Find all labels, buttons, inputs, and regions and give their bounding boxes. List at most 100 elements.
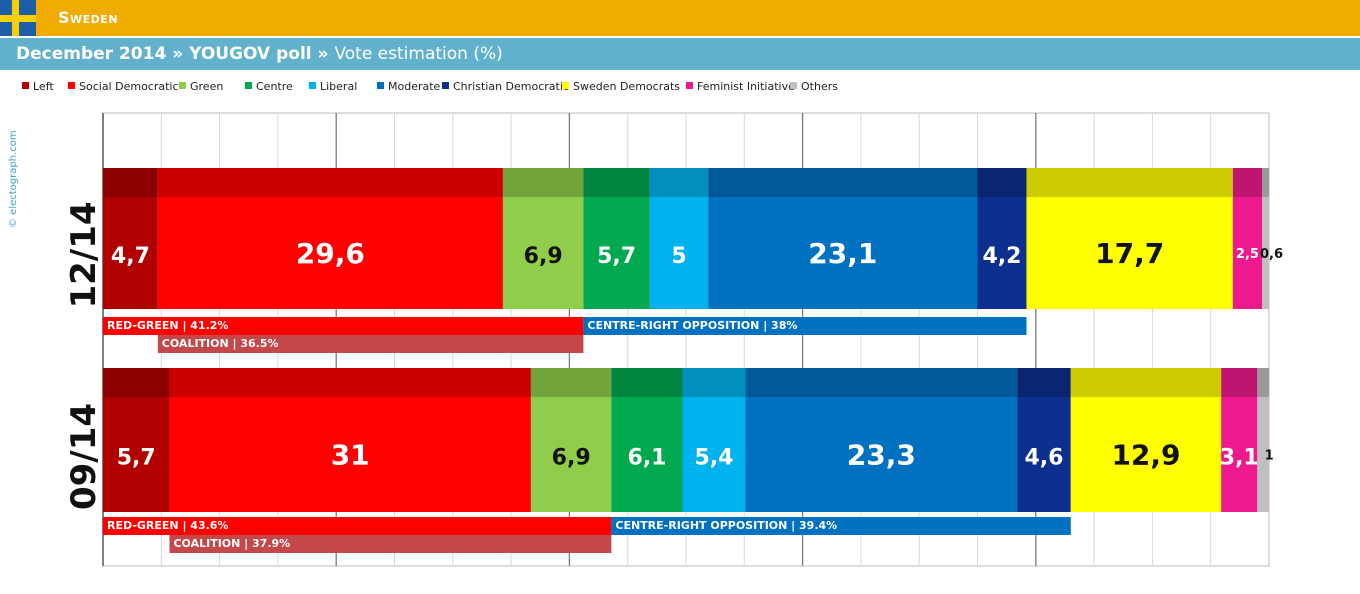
data-label: 5,7	[117, 446, 156, 471]
bar-header-segment	[649, 168, 709, 197]
data-label: 12,9	[1111, 439, 1180, 472]
bloc-bar-opposition	[611, 517, 1071, 535]
subtitle-band: December 2014 » YOUGOV poll » Vote estim…	[0, 38, 1360, 70]
sweden-flag-icon	[0, 0, 36, 36]
bar-header-segment	[103, 368, 170, 397]
header-band: Sweden	[0, 0, 1360, 36]
bar-segment	[103, 197, 158, 309]
bar-header-segment	[1070, 368, 1222, 397]
bar-header-segment	[530, 368, 612, 397]
legend-swatch	[562, 82, 569, 89]
legend-item: Feminist Initiative	[686, 80, 795, 94]
data-label: 4,2	[982, 244, 1021, 269]
bar-segment	[1070, 397, 1222, 512]
data-label: 4,7	[111, 244, 150, 269]
bloc-label-opposition: CENTRE-RIGHT OPPOSITION | 39.4%	[615, 519, 837, 532]
data-label: 3,1	[1220, 446, 1259, 471]
subtitle: December 2014 » YOUGOV poll » Vote estim…	[16, 44, 503, 64]
bloc-bar-red-green	[103, 317, 584, 335]
bar-segment	[1262, 197, 1269, 309]
legend-item: Christian Democratic	[442, 80, 569, 94]
bar-header-segment	[611, 368, 683, 397]
bar-header-segment	[1232, 168, 1263, 197]
data-label: 2,5	[1236, 247, 1259, 262]
bar-segment	[157, 197, 503, 309]
country-title: Sweden	[58, 8, 119, 27]
legend-label: Others	[801, 80, 838, 93]
bar-header-segment	[157, 168, 503, 197]
data-label: 29,6	[296, 237, 365, 270]
data-label: 23,1	[808, 237, 877, 270]
data-label: 5,4	[694, 446, 733, 471]
data-label: 17,7	[1095, 237, 1164, 270]
subtitle-separator: »	[166, 44, 190, 64]
data-label: 1	[1265, 449, 1274, 464]
legend-label: Social Democratic	[79, 80, 179, 93]
legend-item: Others	[790, 80, 838, 94]
bar-segment	[745, 397, 1018, 512]
legend-swatch	[790, 82, 797, 89]
legend-label: Centre	[256, 80, 293, 93]
legend-label: Moderate	[388, 80, 441, 93]
row-label: 09/14	[64, 403, 104, 510]
legend-swatch	[245, 82, 252, 89]
legend-label: Left	[33, 80, 54, 93]
legend-swatch	[686, 82, 693, 89]
bar-header-segment	[169, 368, 531, 397]
bloc-bar-opposition	[583, 317, 1027, 335]
bar-segment	[1026, 197, 1233, 309]
bar-header-segment	[1257, 368, 1269, 397]
bloc-label-red-green: RED-GREEN | 41.2%	[107, 319, 228, 332]
legend-item: Social Democratic	[68, 80, 179, 94]
bar-segment	[103, 397, 170, 512]
bar-header-segment	[745, 368, 1018, 397]
bar-segment	[1257, 397, 1269, 512]
data-label: 5	[671, 244, 686, 269]
legend-swatch	[179, 82, 186, 89]
bar-header-segment	[583, 168, 650, 197]
legend-swatch	[309, 82, 316, 89]
bar-segment	[649, 197, 709, 309]
legend-item: Liberal	[309, 80, 357, 94]
bar-segment	[977, 197, 1027, 309]
bar-header-segment	[1221, 368, 1258, 397]
legend-label: Sweden Democrats	[573, 80, 681, 93]
data-label: 4,6	[1024, 446, 1063, 471]
legend-swatch	[442, 82, 449, 89]
legend-item: Centre	[245, 80, 293, 94]
bar-segment	[682, 397, 746, 512]
bloc-label-opposition: CENTRE-RIGHT OPPOSITION | 38%	[587, 319, 797, 332]
legend-label: Green	[190, 80, 224, 93]
bar-segment	[530, 397, 612, 512]
metric: Vote estimation (%)	[334, 44, 503, 64]
data-label: 5,7	[597, 244, 636, 269]
legend-item: Moderate	[377, 80, 440, 94]
bar-segment	[583, 197, 650, 309]
bloc-bar-coalition	[157, 335, 584, 353]
data-label: 0,6	[1260, 247, 1283, 262]
legend-swatch	[68, 82, 75, 89]
legend-label: Feminist Initiative	[697, 80, 795, 93]
legend-item: Green	[179, 80, 223, 94]
bloc-bar-red-green	[103, 517, 612, 535]
legend-label: Liberal	[320, 80, 358, 93]
legend-item: Sweden Democrats	[562, 80, 680, 94]
bar-header-segment	[1262, 168, 1269, 197]
data-label: 6,1	[627, 446, 666, 471]
subtitle-separator: »	[311, 44, 335, 64]
bar-segment	[169, 397, 531, 512]
data-label: 31	[331, 439, 370, 472]
poll-date: December 2014	[16, 44, 167, 64]
row-label: 12/14	[64, 201, 104, 308]
bar-header-segment	[682, 368, 746, 397]
bar-segment	[1017, 397, 1071, 512]
bar-segment	[611, 397, 683, 512]
legend-label: Christian Democratic	[453, 80, 569, 93]
bloc-bar-coalition	[169, 535, 612, 553]
bar-segment	[1232, 197, 1263, 309]
data-label: 6,9	[552, 446, 591, 471]
legend-swatch	[377, 82, 384, 89]
pollster: YOUGOV poll	[189, 44, 312, 64]
bar-segment	[1221, 397, 1258, 512]
